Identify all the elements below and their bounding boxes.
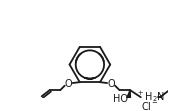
Text: Cl$^-$: Cl$^-$ — [142, 100, 159, 111]
Text: O: O — [108, 79, 115, 89]
Text: $^+$H$_2$N: $^+$H$_2$N — [136, 89, 165, 104]
Text: O: O — [64, 79, 72, 89]
Polygon shape — [126, 90, 130, 100]
Text: HO: HO — [113, 94, 128, 104]
